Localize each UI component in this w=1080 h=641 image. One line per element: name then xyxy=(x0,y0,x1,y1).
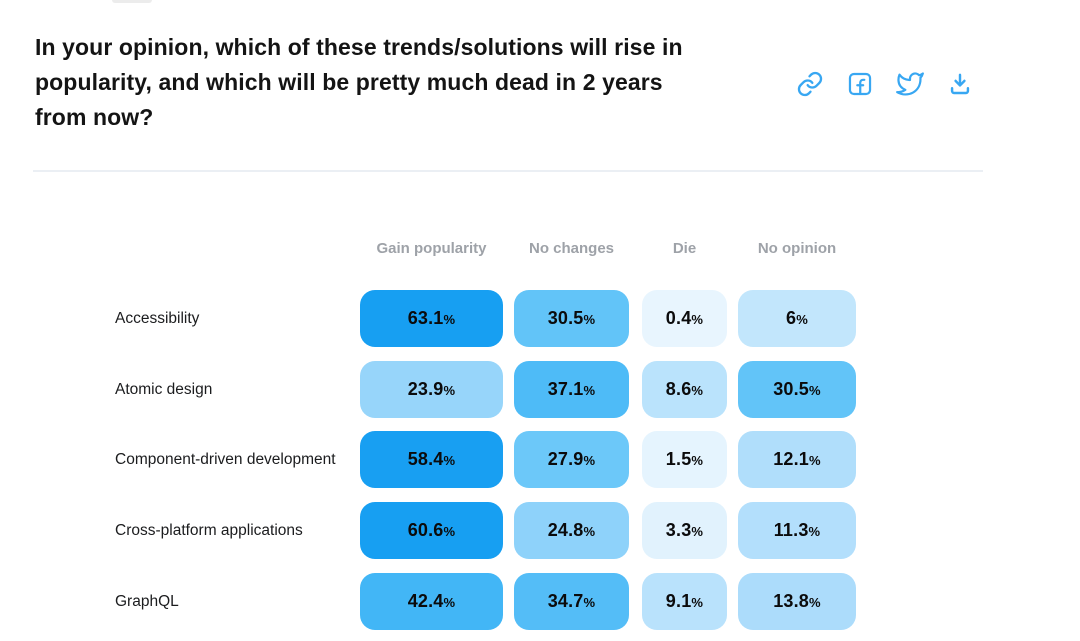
heatmap-cell: 27.9% xyxy=(514,431,629,488)
twitter-share-button[interactable] xyxy=(895,69,925,99)
heatmap-cell: 37.1% xyxy=(514,361,629,418)
cell-value: 11.3% xyxy=(773,520,821,540)
percent-sign: % xyxy=(583,453,596,468)
percent-sign: % xyxy=(583,312,596,327)
heatmap-cell: 58.4% xyxy=(360,431,503,488)
heatmap-cell: 0.4% xyxy=(642,290,727,347)
column-header-gain-popularity: Gain popularity xyxy=(376,240,487,257)
cell-value: 24.8% xyxy=(547,520,596,540)
question-title-line: from now? xyxy=(35,104,154,130)
section-divider xyxy=(33,170,983,172)
row-label: Atomic design xyxy=(115,380,213,398)
copy-link-icon xyxy=(796,70,824,98)
heatmap-cell: 8.6% xyxy=(642,361,727,418)
heatmap-cell: 42.4% xyxy=(360,573,503,630)
percent-sign: % xyxy=(691,595,704,610)
row-label: Accessibility xyxy=(115,309,200,327)
cell-value: 0.4% xyxy=(665,308,704,328)
cell-value: 27.9% xyxy=(547,449,596,469)
share-toolbar xyxy=(795,69,975,99)
cell-value: 13.8% xyxy=(773,591,821,611)
cell-value: 34.7% xyxy=(547,591,596,611)
download-share-button[interactable] xyxy=(945,69,975,99)
heatmap-cell: 63.1% xyxy=(360,290,503,347)
heatmap-cell: 6% xyxy=(738,290,856,347)
row-label: Component-driven development xyxy=(115,450,336,468)
heatmap-cell: 9.1% xyxy=(642,573,727,630)
cell-value: 6% xyxy=(786,308,808,328)
percent-sign: % xyxy=(443,383,456,398)
column-header-no-changes: No changes xyxy=(528,240,615,257)
cell-value: 9.1% xyxy=(665,591,704,611)
percent-sign: % xyxy=(691,312,704,327)
percent-sign: % xyxy=(809,453,821,468)
row-label: GraphQL xyxy=(115,592,179,610)
copy-link-share-button[interactable] xyxy=(795,69,825,99)
percent-sign: % xyxy=(583,524,596,539)
percent-sign: % xyxy=(443,524,456,539)
download-icon xyxy=(946,70,974,98)
percent-sign: % xyxy=(796,312,808,327)
facebook-share-button[interactable] xyxy=(845,69,875,99)
cell-value: 42.4% xyxy=(407,591,456,611)
cell-value: 8.6% xyxy=(665,379,704,399)
heatmap-cell: 30.5% xyxy=(514,290,629,347)
row-label: Cross-platform applications xyxy=(115,521,303,539)
heatmap-cell: 1.5% xyxy=(642,431,727,488)
question-title-line: popularity, and which will be pretty muc… xyxy=(35,69,663,95)
percent-sign: % xyxy=(443,595,456,610)
cell-value: 58.4% xyxy=(407,449,456,469)
percent-sign: % xyxy=(809,595,821,610)
percent-sign: % xyxy=(583,595,596,610)
percent-sign: % xyxy=(443,312,456,327)
percent-sign: % xyxy=(443,453,456,468)
heatmap-cell: 13.8% xyxy=(738,573,856,630)
heatmap-cell: 34.7% xyxy=(514,573,629,630)
heatmap-cell: 12.1% xyxy=(738,431,856,488)
heatmap-cell: 30.5% xyxy=(738,361,856,418)
heatmap-cell: 11.3% xyxy=(738,502,856,559)
heatmap-cell: 23.9% xyxy=(360,361,503,418)
cell-value: 63.1% xyxy=(407,308,456,328)
cell-value: 60.6% xyxy=(407,520,456,540)
heatmap-cell: 24.8% xyxy=(514,502,629,559)
cell-value: 3.3% xyxy=(665,520,704,540)
percent-sign: % xyxy=(808,524,821,539)
cutoff-element xyxy=(112,0,152,3)
cell-value: 30.5% xyxy=(773,379,821,399)
cell-value: 12.1% xyxy=(773,449,821,469)
percent-sign: % xyxy=(691,524,704,539)
column-header-no-opinion: No opinion xyxy=(757,240,837,257)
cell-value: 37.1% xyxy=(547,379,596,399)
question-title-line: In your opinion, which of these trends/s… xyxy=(35,34,683,60)
percent-sign: % xyxy=(691,453,704,468)
cell-value: 1.5% xyxy=(665,449,704,469)
facebook-icon xyxy=(846,70,874,98)
question-title: In your opinion, which of these trends/s… xyxy=(35,30,795,135)
heatmap-cell: 60.6% xyxy=(360,502,503,559)
heatmap-cell: 3.3% xyxy=(642,502,727,559)
twitter-icon xyxy=(896,70,924,98)
percent-sign: % xyxy=(583,383,596,398)
column-header-die: Die xyxy=(672,240,697,257)
percent-sign: % xyxy=(809,383,821,398)
cell-value: 30.5% xyxy=(547,308,596,328)
cell-value: 23.9% xyxy=(407,379,456,399)
percent-sign: % xyxy=(691,383,704,398)
